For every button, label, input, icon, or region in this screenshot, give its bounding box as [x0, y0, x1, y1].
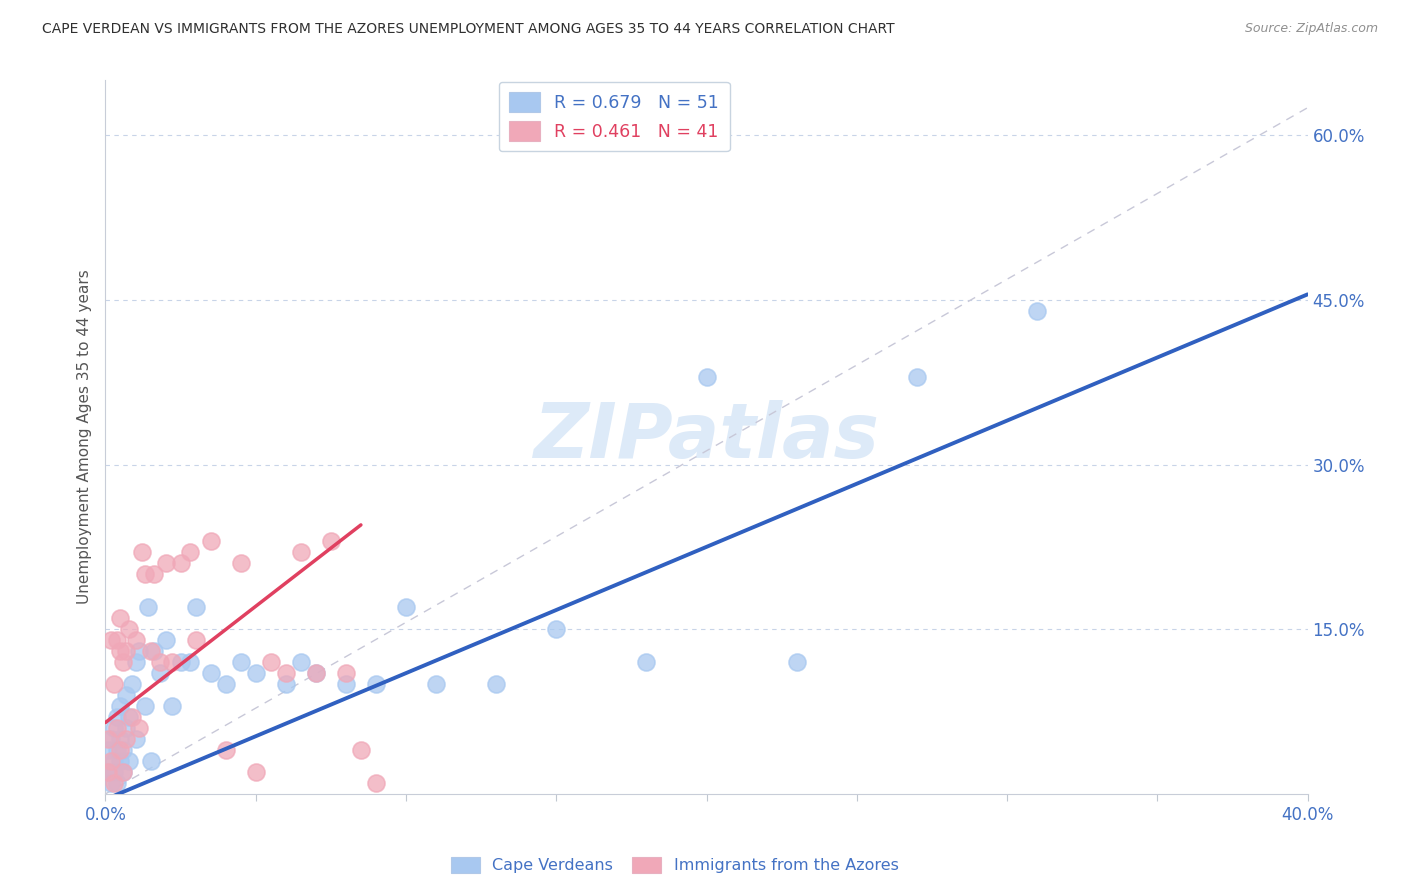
Point	[112, 764, 135, 779]
Point	[121, 710, 143, 724]
Point	[229, 557, 252, 571]
Legend: Cape Verdeans, Immigrants from the Azores: Cape Verdeans, Immigrants from the Azore…	[444, 850, 905, 880]
Point	[425, 677, 447, 691]
Point	[139, 754, 162, 768]
Point	[260, 655, 283, 669]
Point	[905, 369, 928, 384]
Point	[124, 731, 146, 746]
Point	[136, 600, 159, 615]
Point	[100, 731, 122, 746]
Point	[169, 655, 191, 669]
Point	[110, 644, 132, 658]
Point	[184, 633, 207, 648]
Point	[115, 721, 138, 735]
Point	[112, 743, 135, 757]
Point	[1026, 303, 1049, 318]
Point	[128, 644, 150, 658]
Point	[107, 776, 129, 790]
Point	[179, 545, 201, 559]
Point	[636, 655, 658, 669]
Point	[142, 644, 165, 658]
Point	[364, 776, 387, 790]
Point	[169, 557, 191, 571]
Point	[139, 644, 162, 658]
Point	[110, 611, 132, 625]
Point	[200, 534, 222, 549]
Point	[118, 710, 141, 724]
Point	[97, 764, 120, 779]
Point	[115, 688, 138, 702]
Point	[134, 699, 156, 714]
Point	[103, 721, 125, 735]
Point	[160, 699, 183, 714]
Point	[103, 677, 125, 691]
Point	[107, 633, 129, 648]
Text: Source: ZipAtlas.com: Source: ZipAtlas.com	[1244, 22, 1378, 36]
Point	[131, 545, 153, 559]
Point	[148, 666, 170, 681]
Point	[112, 655, 135, 669]
Point	[395, 600, 418, 615]
Point	[485, 677, 508, 691]
Point	[274, 666, 297, 681]
Point	[319, 534, 342, 549]
Point	[107, 743, 129, 757]
Point	[110, 699, 132, 714]
Point	[160, 655, 183, 669]
Y-axis label: Unemployment Among Ages 35 to 44 years: Unemployment Among Ages 35 to 44 years	[76, 269, 91, 605]
Point	[107, 721, 129, 735]
Point	[335, 677, 357, 691]
Point	[786, 655, 808, 669]
Point	[97, 743, 120, 757]
Point	[274, 677, 297, 691]
Point	[305, 666, 328, 681]
Point	[112, 764, 135, 779]
Point	[214, 743, 236, 757]
Point	[142, 567, 165, 582]
Point	[335, 666, 357, 681]
Point	[245, 666, 267, 681]
Point	[148, 655, 170, 669]
Point	[245, 764, 267, 779]
Point	[100, 754, 122, 768]
Point	[546, 622, 568, 636]
Point	[97, 764, 120, 779]
Point	[290, 545, 312, 559]
Point	[110, 731, 132, 746]
Point	[124, 655, 146, 669]
Text: ZIPatlas: ZIPatlas	[533, 401, 880, 474]
Point	[97, 731, 120, 746]
Point	[128, 721, 150, 735]
Point	[350, 743, 373, 757]
Point	[118, 754, 141, 768]
Point	[124, 633, 146, 648]
Point	[115, 644, 138, 658]
Point	[103, 776, 125, 790]
Point	[110, 754, 132, 768]
Point	[100, 776, 122, 790]
Point	[134, 567, 156, 582]
Point	[696, 369, 718, 384]
Point	[100, 633, 122, 648]
Point	[155, 633, 177, 648]
Point	[179, 655, 201, 669]
Point	[290, 655, 312, 669]
Point	[305, 666, 328, 681]
Point	[184, 600, 207, 615]
Text: CAPE VERDEAN VS IMMIGRANTS FROM THE AZORES UNEMPLOYMENT AMONG AGES 35 TO 44 YEAR: CAPE VERDEAN VS IMMIGRANTS FROM THE AZOR…	[42, 22, 894, 37]
Point	[155, 557, 177, 571]
Point	[118, 622, 141, 636]
Point	[110, 743, 132, 757]
Point	[214, 677, 236, 691]
Point	[229, 655, 252, 669]
Point	[107, 710, 129, 724]
Point	[121, 677, 143, 691]
Point	[200, 666, 222, 681]
Legend: R = 0.679   N = 51, R = 0.461   N = 41: R = 0.679 N = 51, R = 0.461 N = 41	[499, 82, 730, 152]
Point	[364, 677, 387, 691]
Point	[115, 731, 138, 746]
Point	[103, 764, 125, 779]
Point	[103, 754, 125, 768]
